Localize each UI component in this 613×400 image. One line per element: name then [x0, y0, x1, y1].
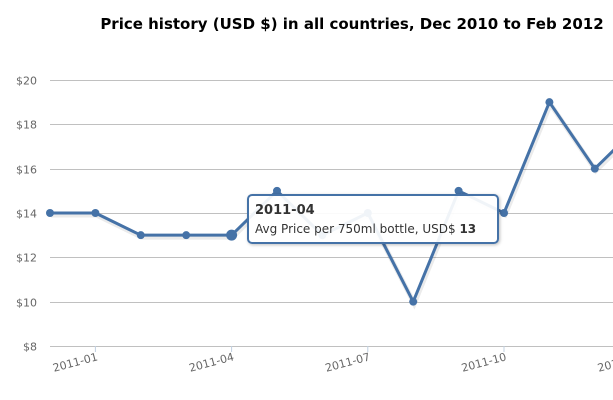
- y-tick-label-0: $8: [23, 341, 37, 354]
- x-tick-label-0: 2011-01: [51, 350, 99, 374]
- data-point-2011-11[interactable]: [545, 98, 554, 107]
- data-point-2011-04[interactable]: [226, 229, 238, 241]
- data-point-2011-02[interactable]: [136, 231, 145, 240]
- x-tick-label-1: 2011-04: [188, 350, 236, 374]
- y-tick-label-6: $20: [16, 75, 37, 88]
- data-point-2011-09[interactable]: [454, 186, 463, 195]
- chart-title: Price history (USD $) in all countries, …: [100, 15, 603, 33]
- data-point-2011-10[interactable]: [500, 209, 508, 217]
- y-tick-label-2: $12: [16, 252, 37, 265]
- tooltip-value: 13: [459, 222, 477, 236]
- data-point-2011-08[interactable]: [409, 297, 418, 306]
- y-tick-label-1: $10: [16, 297, 37, 310]
- y-tick-label-4: $16: [16, 164, 37, 177]
- tooltip-body: Avg Price per 750ml bottle, USD$ 13: [255, 220, 491, 238]
- x-axis-labels: 2011-01 2011-04 2011-07 2011-10 2012-01: [51, 346, 613, 375]
- x-tick-label-2: 2011-07: [324, 350, 372, 374]
- y-tick-label-5: $18: [16, 119, 37, 132]
- data-tooltip: 2011-04 Avg Price per 750ml bottle, USD$…: [247, 194, 499, 244]
- y-tick-label-3: $14: [16, 208, 37, 221]
- data-point-2011-12[interactable]: [590, 164, 599, 173]
- data-point-2011-01[interactable]: [91, 209, 100, 217]
- y-axis-labels: $8 $10 $12 $14 $16 $18 $20: [16, 75, 37, 354]
- tooltip-label: Avg Price per 750ml bottle, USD$: [255, 222, 456, 236]
- x-tick-label-3: 2011-10: [460, 350, 508, 374]
- tooltip-title: 2011-04: [255, 203, 315, 218]
- x-tick-label-4: 2012-01: [596, 350, 613, 374]
- data-point-2011-05[interactable]: [273, 186, 281, 195]
- data-point-2010-12[interactable]: [46, 209, 54, 217]
- data-point-2011-03[interactable]: [182, 231, 191, 240]
